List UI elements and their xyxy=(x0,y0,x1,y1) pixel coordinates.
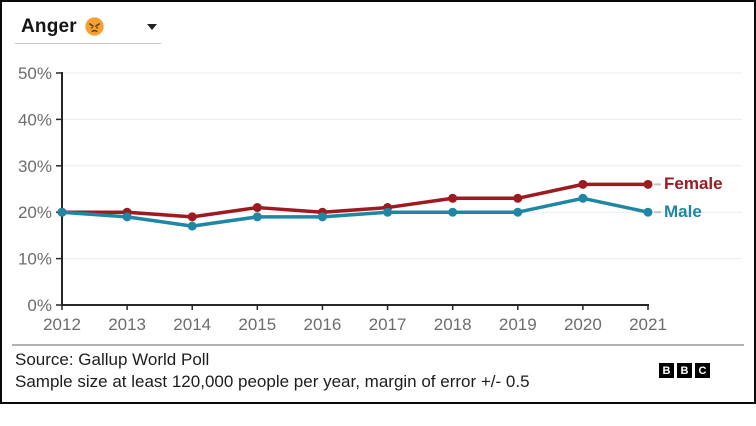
svg-text:0%: 0% xyxy=(27,296,52,315)
svg-text:2016: 2016 xyxy=(304,315,342,334)
svg-text:2015: 2015 xyxy=(238,315,276,334)
bbc-logo-letter: B xyxy=(677,363,692,378)
svg-text:2021: 2021 xyxy=(629,315,667,334)
svg-text:2013: 2013 xyxy=(108,315,146,334)
bbc-logo-letter: B xyxy=(659,363,674,378)
metric-dropdown-label: Anger xyxy=(21,15,77,37)
svg-text:10%: 10% xyxy=(18,250,52,269)
svg-text:20%: 20% xyxy=(18,203,52,222)
series-label-female: Female xyxy=(664,174,723,194)
bbc-logo-letter: C xyxy=(695,363,710,378)
angry-face-emoji-icon xyxy=(85,17,104,36)
footer-divider xyxy=(12,344,744,346)
widget-frame xyxy=(0,0,756,404)
bbc-logo: B B C xyxy=(659,363,710,378)
line-chart: 0% 10% 20% 30% 40% 50% 2012 2013 2014 2015 2016 201… xyxy=(18,64,742,334)
source-text: Source: Gallup World Poll xyxy=(15,350,210,369)
series-label-male: Male xyxy=(664,202,702,222)
svg-text:30%: 30% xyxy=(18,157,52,176)
svg-text:50%: 50% xyxy=(18,64,52,83)
svg-text:2014: 2014 xyxy=(173,315,211,334)
sample-size-text: Sample size at least 120,000 people per … xyxy=(15,372,530,391)
svg-text:2019: 2019 xyxy=(499,315,537,334)
svg-text:2020: 2020 xyxy=(564,315,602,334)
svg-text:2018: 2018 xyxy=(434,315,472,334)
metric-dropdown[interactable]: Anger xyxy=(15,10,161,44)
svg-text:2012: 2012 xyxy=(43,315,81,334)
svg-text:2017: 2017 xyxy=(369,315,407,334)
svg-text:40%: 40% xyxy=(18,110,52,129)
chevron-down-icon xyxy=(147,24,157,30)
